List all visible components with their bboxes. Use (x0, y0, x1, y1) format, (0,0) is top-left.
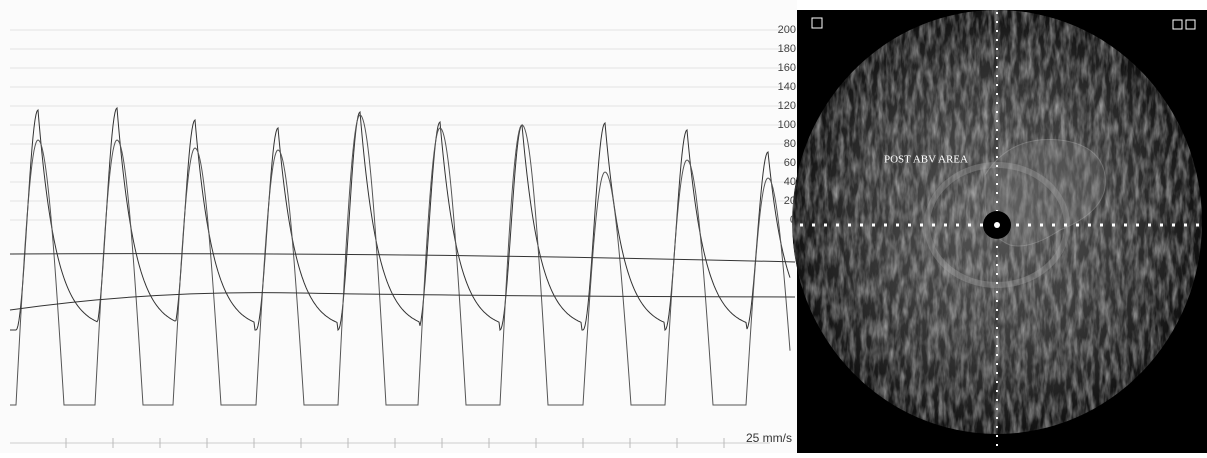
ivus-annotation: POST ABV AREA (884, 154, 968, 166)
ivus-icon (1185, 19, 1196, 30)
scale-label: 160 (778, 62, 796, 74)
scale-label: 180 (778, 43, 796, 55)
baseline-trace (9, 292, 796, 311)
lumen-outline (984, 138, 1106, 247)
scale-label: 40 (784, 176, 796, 188)
scale-label: 60 (784, 157, 796, 169)
scale-label: 100 (778, 119, 796, 131)
scale-label: 80 (784, 138, 796, 150)
pressure-trace: 25 mm/s 200180160140120100806040200 (0, 0, 797, 453)
ivus-icon (1172, 19, 1183, 30)
scale-label: 200 (778, 24, 796, 36)
scale-label: 140 (778, 81, 796, 93)
ivus-image: POST ABV AREA (792, 10, 1207, 453)
ivus-icon (811, 17, 823, 29)
ventricular-trace (10, 114, 791, 406)
trace-background (0, 0, 797, 453)
aortic-trace (10, 106, 791, 332)
baseline-trace (9, 253, 796, 263)
catheter-center (994, 222, 1000, 228)
scale-label: 120 (778, 100, 796, 112)
speed-label: 25 mm/s (746, 431, 792, 445)
